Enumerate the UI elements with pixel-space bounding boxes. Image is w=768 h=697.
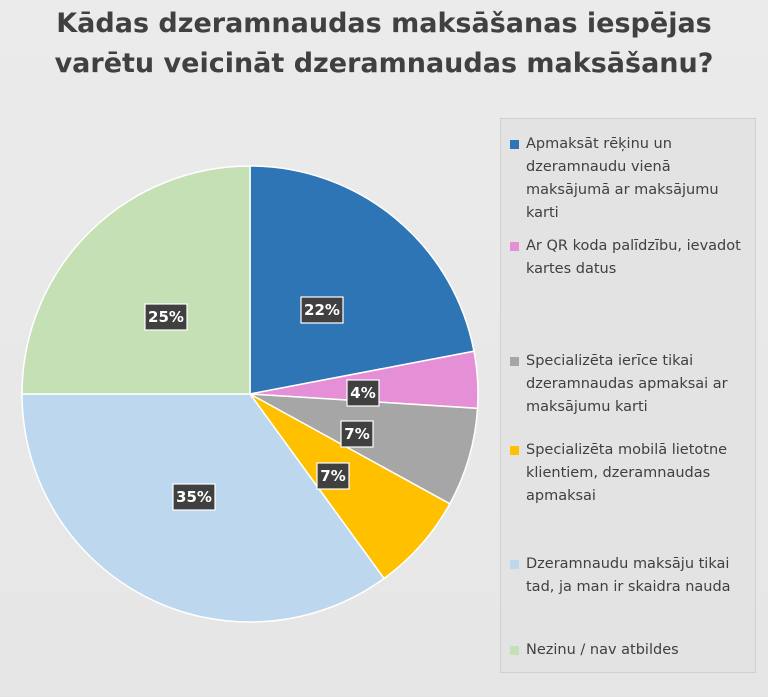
svg-text:25%: 25% bbox=[148, 308, 184, 326]
svg-text:35%: 35% bbox=[176, 488, 212, 506]
legend-item-5: Dzeramnaudu maksāju tikai tad, ja man ir… bbox=[510, 553, 746, 599]
chart-title-line-1: Kādas dzeramnaudas maksāšanas iespējas bbox=[56, 8, 712, 39]
legend-swatch-4 bbox=[510, 446, 519, 455]
svg-text:4%: 4% bbox=[350, 384, 375, 402]
legend-label-1: Apmaksāt rēķinu un dzeramnaudu vienā mak… bbox=[526, 136, 719, 221]
legend: Apmaksāt rēķinu un dzeramnaudu vienā mak… bbox=[500, 118, 756, 673]
legend-swatch-6 bbox=[510, 646, 519, 655]
legend-item-6: Nezinu / nav atbildes bbox=[510, 639, 746, 662]
data-label-1: 22% bbox=[300, 296, 344, 324]
legend-swatch-3 bbox=[510, 357, 519, 366]
legend-label-3: Specializēta ierīce tikai dzeramnaudas a… bbox=[526, 353, 728, 415]
data-label-5: 35% bbox=[172, 483, 216, 511]
data-label-4: 7% bbox=[316, 462, 350, 490]
data-label-3: 7% bbox=[340, 420, 374, 448]
legend-label-6: Nezinu / nav atbildes bbox=[526, 642, 679, 658]
legend-label-2: Ar QR koda palīdzību, ievadot kartes dat… bbox=[526, 238, 741, 277]
legend-label-5: Dzeramnaudu maksāju tikai tad, ja man ir… bbox=[526, 556, 731, 595]
legend-item-2: Ar QR koda palīdzību, ievadot kartes dat… bbox=[510, 235, 746, 281]
svg-text:7%: 7% bbox=[320, 467, 345, 485]
data-label-2: 4% bbox=[346, 379, 380, 407]
data-label-6: 25% bbox=[144, 303, 188, 331]
legend-item-1: Apmaksāt rēķinu un dzeramnaudu vienā mak… bbox=[510, 133, 746, 225]
chart-title-line-2: varētu veicināt dzeramnaudas maksāšanu? bbox=[54, 48, 714, 79]
legend-label-4: Specializēta mobilā lietotne klientiem, … bbox=[526, 442, 728, 504]
legend-item-3: Specializēta ierīce tikai dzeramnaudas a… bbox=[510, 350, 746, 419]
legend-swatch-5 bbox=[510, 560, 519, 569]
legend-swatch-2 bbox=[510, 242, 519, 251]
pie-slice-6 bbox=[21, 165, 251, 395]
legend-item-4: Specializēta mobilā lietotne klientiem, … bbox=[510, 439, 746, 508]
svg-text:22%: 22% bbox=[304, 301, 340, 319]
chart-title: Kādas dzeramnaudas maksāšanas iespējas v… bbox=[0, 4, 768, 84]
svg-text:7%: 7% bbox=[344, 425, 369, 443]
pie-slice-1 bbox=[249, 165, 475, 395]
legend-swatch-1 bbox=[510, 140, 519, 149]
